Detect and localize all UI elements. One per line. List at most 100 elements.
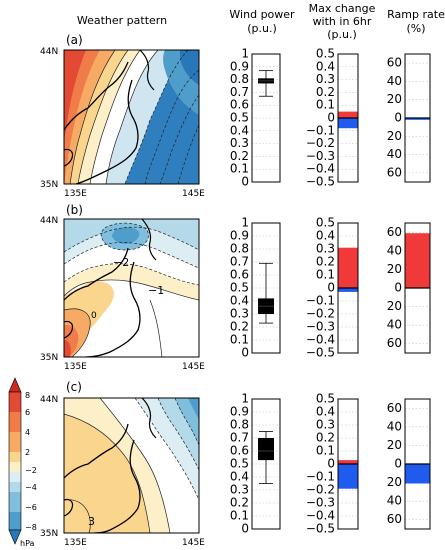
maxchange-bar-positive-a bbox=[338, 111, 358, 118]
maxchange-bar-negative-b bbox=[338, 288, 358, 292]
ramp-bar-c bbox=[405, 464, 430, 484]
wind-tick-c: 0 bbox=[241, 522, 249, 536]
ramp-tick-b: 20 bbox=[387, 299, 402, 313]
lon-label-right-b: 145E bbox=[182, 362, 205, 372]
wind-tick-b: 0.8 bbox=[230, 242, 249, 256]
colorbar-tick-4: 4 bbox=[25, 428, 30, 437]
contour-label-b-3: 0 bbox=[91, 311, 97, 321]
ramp-tick-c: 60 bbox=[387, 401, 402, 415]
ramp-tick-a: 40 bbox=[387, 147, 402, 161]
wind-tick-c: 1 bbox=[241, 392, 249, 406]
wind-tick-a: 0.2 bbox=[230, 149, 249, 163]
ramp-tick-a: 0 bbox=[394, 111, 402, 125]
weather-map-a bbox=[63, 49, 200, 185]
colorbar-seg-4 bbox=[9, 452, 21, 462]
wind-tick-a: 0.9 bbox=[230, 59, 249, 73]
wind-tick-a: 0.1 bbox=[230, 162, 249, 176]
wind-tick-c: 0.1 bbox=[230, 509, 249, 523]
colorbar-top-triangle bbox=[8, 377, 22, 393]
maxchange-tick-a: 0.4 bbox=[316, 59, 335, 73]
maxchange-bar-positive-b bbox=[338, 247, 358, 288]
maxchange-tick-c: −0.5 bbox=[306, 522, 335, 536]
maxchange-tick-a: −0.1 bbox=[306, 123, 335, 137]
maxchange-tick-b: 0.1 bbox=[316, 268, 335, 282]
lat-label-top-a: 44N bbox=[40, 47, 58, 57]
maxchange-tick-a: −0.4 bbox=[306, 162, 335, 176]
ramp-bar-a bbox=[405, 118, 430, 120]
colorbar-seg-2 bbox=[9, 412, 21, 432]
colorbar-seg-3 bbox=[9, 432, 21, 452]
ramp-tick-b: 40 bbox=[387, 318, 402, 332]
ramp-tick-c: 60 bbox=[387, 512, 402, 526]
maxchange-tick-a: 0 bbox=[327, 111, 335, 125]
maxchange-tick-a: −0.5 bbox=[306, 175, 335, 189]
header-wind-power-unit: (p.u.) bbox=[247, 22, 277, 35]
maxchange-tick-b: −0.2 bbox=[306, 307, 335, 321]
wind-tick-c: 0.7 bbox=[230, 431, 249, 445]
wind-tick-b: 0.5 bbox=[230, 281, 249, 295]
maxchange-tick-c: 0.4 bbox=[316, 405, 335, 419]
ramp-tick-c: 40 bbox=[387, 494, 402, 508]
wind-tick-b: 0.9 bbox=[230, 229, 249, 243]
wind-frame-a bbox=[251, 53, 281, 183]
maxchange-bar-positive-c bbox=[338, 460, 358, 464]
maxchange-tick-a: −0.3 bbox=[306, 149, 335, 163]
wind-tick-b: 0.6 bbox=[230, 268, 249, 282]
lon-label-left-a: 135E bbox=[64, 189, 87, 199]
colorbar-tick-m2: −2 bbox=[25, 466, 37, 475]
panel-label-c: (c) bbox=[66, 380, 82, 394]
maxchange-tick-c: 0.2 bbox=[316, 431, 335, 445]
maxchange-tick-c: −0.3 bbox=[306, 496, 335, 510]
lat-label-top-b: 44N bbox=[40, 216, 58, 226]
colorbar-tick-2: 2 bbox=[25, 448, 30, 457]
ramp-tick-c: 20 bbox=[387, 438, 402, 452]
wind-frame-b bbox=[251, 222, 281, 354]
colorbar-tick-m4: −4 bbox=[25, 483, 37, 492]
wind-tick-a: 0.8 bbox=[230, 72, 249, 86]
maxchange-tick-a: −0.2 bbox=[306, 136, 335, 150]
colorbar-bottom-triangle bbox=[8, 529, 22, 545]
wind-tick-c: 0.6 bbox=[230, 444, 249, 458]
wind-tick-c: 0.3 bbox=[230, 483, 249, 497]
header-weather-pattern: Weather pattern bbox=[77, 14, 167, 27]
maxchange-tick-c: −0.4 bbox=[306, 509, 335, 523]
ramp-tick-a: 40 bbox=[387, 74, 402, 88]
maxchange-tick-b: 0.5 bbox=[316, 216, 335, 230]
lat-label-bottom-b: 35N bbox=[40, 353, 58, 363]
maxchange-tick-b: −0.3 bbox=[306, 320, 335, 334]
ramp-tick-c: 0 bbox=[394, 457, 402, 471]
wind-tick-c: 0.2 bbox=[230, 496, 249, 510]
wind-tick-b: 0.7 bbox=[230, 255, 249, 269]
wind-tick-c: 0.8 bbox=[230, 418, 249, 432]
colorbar-seg-5 bbox=[9, 462, 21, 472]
header-max-change-2: with in 6hr bbox=[313, 15, 372, 28]
header-ramp-rate: Ramp rate bbox=[387, 8, 445, 21]
maxchange-tick-a: 0.2 bbox=[316, 85, 335, 99]
ramp-tick-b: 20 bbox=[387, 262, 402, 276]
wind-tick-b: 0.2 bbox=[230, 320, 249, 334]
wind-tick-b: 0 bbox=[241, 346, 249, 360]
maxchange-tick-c: 0.3 bbox=[316, 418, 335, 432]
ramp-tick-b: 0 bbox=[394, 281, 402, 295]
maxchange-tick-c: −0.2 bbox=[306, 483, 335, 497]
wind-tick-a: 0 bbox=[241, 175, 249, 189]
colorbar: 8 6 4 2 −2 −4 −6 −8 hPa bbox=[8, 377, 37, 548]
weather-map-b bbox=[63, 218, 200, 358]
lat-label-bottom-c: 35N bbox=[40, 529, 58, 539]
panel-label-b-visible: (b) bbox=[66, 203, 83, 217]
maxchange-bar-negative-c bbox=[338, 464, 358, 489]
header-wind-power: Wind power bbox=[229, 8, 295, 21]
wind-tick-c: 0.5 bbox=[230, 457, 249, 471]
wind-tick-a: 1 bbox=[241, 47, 249, 61]
header-max-change-unit: (p.u.) bbox=[327, 28, 357, 41]
maxchange-tick-b: 0 bbox=[327, 281, 335, 295]
wind-tick-b: 0.1 bbox=[230, 333, 249, 347]
maxchange-tick-b: −0.1 bbox=[306, 294, 335, 308]
colorbar-unit: hPa bbox=[20, 539, 35, 548]
panel-label-a: (a) bbox=[66, 33, 83, 47]
colorbar-seg-7 bbox=[9, 482, 21, 492]
wind-tick-a: 0.6 bbox=[230, 98, 249, 112]
maxchange-tick-b: 0.2 bbox=[316, 255, 335, 269]
lat-label-bottom-a: 35N bbox=[40, 180, 58, 190]
